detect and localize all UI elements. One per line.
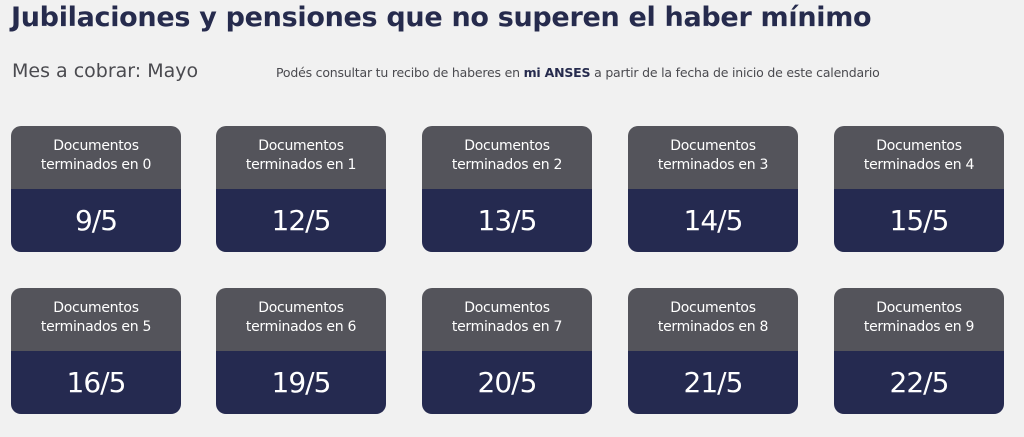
card-label-line1: Documentos bbox=[464, 138, 550, 154]
card-date: 21/5 bbox=[628, 351, 798, 414]
note-text: Podés consultar tu recibo de haberes en bbox=[276, 65, 524, 80]
card-date: 12/5 bbox=[216, 189, 386, 252]
card-label-line1: Documentos bbox=[670, 300, 756, 316]
calendar-card: Documentos terminados en 0 9/5 bbox=[11, 126, 181, 252]
card-label-line1: Documentos bbox=[876, 300, 962, 316]
card-label-line1: Documentos bbox=[670, 138, 756, 154]
card-date: 20/5 bbox=[422, 351, 592, 414]
card-date: 9/5 bbox=[11, 189, 181, 252]
card-label-line2: terminados en 8 bbox=[657, 319, 769, 335]
calendar-card: Documentos terminados en 6 19/5 bbox=[216, 288, 386, 414]
card-header: Documentos terminados en 9 bbox=[834, 288, 1004, 351]
card-label-line2: terminados en 9 bbox=[863, 319, 975, 335]
card-date: 19/5 bbox=[216, 351, 386, 414]
card-label-line1: Documentos bbox=[53, 300, 139, 316]
note-text-end: a partir de la fecha de inicio de este c… bbox=[590, 65, 880, 80]
calendar-card: Documentos terminados en 8 21/5 bbox=[628, 288, 798, 414]
card-label-line1: Documentos bbox=[258, 138, 344, 154]
card-header: Documentos terminados en 8 bbox=[628, 288, 798, 351]
calendar-card: Documentos terminados en 5 16/5 bbox=[11, 288, 181, 414]
card-label-line2: terminados en 5 bbox=[40, 319, 152, 335]
calendar-card: Documentos terminados en 2 13/5 bbox=[422, 126, 592, 252]
card-label-line2: terminados en 2 bbox=[451, 157, 563, 173]
calendar-card: Documentos terminados en 9 22/5 bbox=[834, 288, 1004, 414]
card-label-line1: Documentos bbox=[876, 138, 962, 154]
card-label-line2: terminados en 7 bbox=[451, 319, 563, 335]
card-label-line2: terminados en 4 bbox=[863, 157, 975, 173]
card-date: 15/5 bbox=[834, 189, 1004, 252]
card-header: Documentos terminados en 6 bbox=[216, 288, 386, 351]
calendar-card: Documentos terminados en 4 15/5 bbox=[834, 126, 1004, 252]
card-label-line2: terminados en 6 bbox=[245, 319, 357, 335]
card-header: Documentos terminados en 2 bbox=[422, 126, 592, 189]
month-label: Mes a cobrar: Mayo bbox=[12, 60, 199, 82]
card-date: 14/5 bbox=[628, 189, 798, 252]
card-header: Documentos terminados en 3 bbox=[628, 126, 798, 189]
card-header: Documentos terminados en 1 bbox=[216, 126, 386, 189]
card-date: 22/5 bbox=[834, 351, 1004, 414]
card-date: 13/5 bbox=[422, 189, 592, 252]
card-label-line1: Documentos bbox=[258, 300, 344, 316]
page-title: Jubilaciones y pensiones que no superen … bbox=[11, 2, 872, 33]
card-header: Documentos terminados en 4 bbox=[834, 126, 1004, 189]
info-note: Podés consultar tu recibo de haberes en … bbox=[276, 65, 880, 80]
card-header: Documentos terminados en 0 bbox=[11, 126, 181, 189]
calendar-card: Documentos terminados en 3 14/5 bbox=[628, 126, 798, 252]
card-label-line2: terminados en 1 bbox=[245, 157, 357, 173]
calendar-card: Documentos terminados en 7 20/5 bbox=[422, 288, 592, 414]
card-label-line2: terminados en 3 bbox=[657, 157, 769, 173]
card-label-line1: Documentos bbox=[464, 300, 550, 316]
card-header: Documentos terminados en 7 bbox=[422, 288, 592, 351]
calendar-card: Documentos terminados en 1 12/5 bbox=[216, 126, 386, 252]
card-header: Documentos terminados en 5 bbox=[11, 288, 181, 351]
card-label-line2: terminados en 0 bbox=[40, 157, 152, 173]
card-date: 16/5 bbox=[11, 351, 181, 414]
mi-anses-link[interactable]: mi ANSES bbox=[523, 65, 591, 80]
card-label-line1: Documentos bbox=[53, 138, 139, 154]
